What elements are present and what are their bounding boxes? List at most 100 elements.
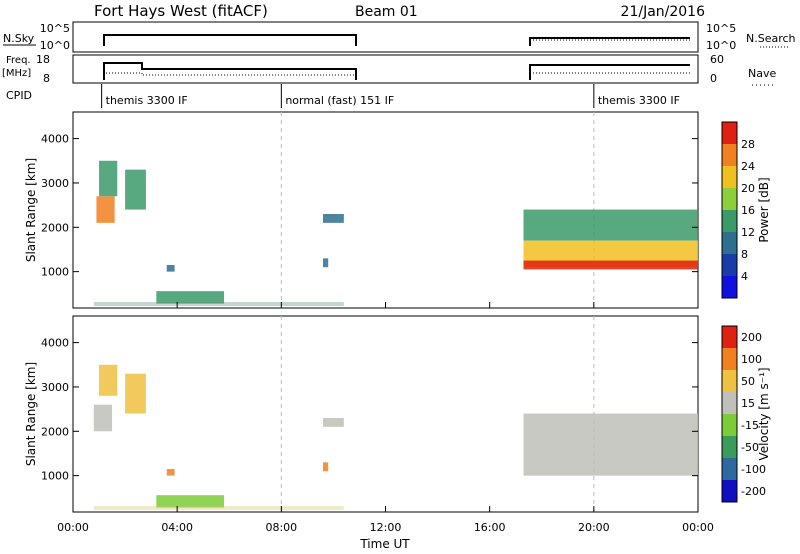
x-tick-label: 04:00 (161, 521, 193, 534)
colorbar-label: Velocity [m s⁻¹] (757, 367, 771, 460)
colorbar-label: Power [dB] (757, 177, 771, 242)
data-region (323, 213, 344, 223)
colorbar-segment (722, 480, 737, 503)
data-region (93, 404, 113, 432)
cpid-mode-label: normal (fast) 151 IF (285, 94, 394, 107)
nave-tick-low: 0 (710, 72, 717, 85)
nave-trace-1 (106, 72, 356, 76)
data-region (523, 413, 698, 476)
x-tick-label: 00:00 (57, 521, 89, 534)
colorbar-frame (721, 121, 738, 299)
freq-tick-high: 18 (36, 53, 50, 66)
colorbar-tick-label: -200 (741, 485, 766, 498)
colorbar-tick-label: 8 (741, 248, 748, 261)
beam-label: Beam 01 (355, 4, 418, 20)
nsky-panel (72, 21, 699, 53)
cpid-label: CPID (6, 89, 32, 102)
data-region (523, 209, 698, 241)
y-tick-label: 4000 (41, 337, 69, 350)
colorbar-tick-label: 12 (741, 226, 755, 239)
y-tick-label: 1000 (41, 470, 69, 483)
x-tick-label: 12:00 (370, 521, 402, 534)
nsky-trace-1 (103, 34, 357, 46)
colorbar-tick-label: -50 (741, 441, 759, 454)
freq-trace-1 (103, 62, 357, 80)
colorbar-tick-label: -100 (741, 463, 766, 476)
data-region (323, 258, 329, 268)
colorbar-segment (722, 326, 737, 349)
y-tick-label: 2000 (41, 221, 69, 234)
colorbar-segment (722, 348, 737, 371)
colorbar-tick-label: 16 (741, 204, 755, 217)
y-tick-label: 3000 (41, 381, 69, 394)
date-label: 21/Jan/2016 (621, 4, 706, 20)
colorbar-segment (722, 166, 737, 189)
data-region (156, 495, 225, 508)
colorbar-segment (722, 254, 737, 277)
colorbar-segment (722, 392, 737, 415)
cpid-modes: themis 3300 IF normal (fast) 151 IF themis… (101, 84, 680, 108)
colorbar-tick-label: 28 (741, 138, 755, 151)
colorbar-segment (722, 210, 737, 233)
nave-label: Nave (748, 67, 776, 80)
y-axis-label: Slant Range [km] (24, 362, 38, 466)
near-range-echoes (93, 506, 344, 510)
colorbar-tick-label: 50 (741, 375, 755, 388)
nsky-tick-low: 10^0 (40, 39, 70, 52)
nsky-trace-2 (529, 37, 690, 46)
colorbar-tick-label: 4 (741, 270, 748, 283)
data-region (166, 264, 175, 272)
data-region (156, 291, 225, 304)
colorbar-tick-label: 15 (741, 397, 755, 410)
freq-trace-2 (529, 64, 690, 80)
data-region (323, 417, 344, 427)
nave-tick-high: 60 (710, 53, 724, 66)
colorbar-tick-label: 24 (741, 160, 755, 173)
nsky-label: N.Sky (3, 32, 35, 45)
freq-label: Freq. (6, 55, 31, 66)
data-region (323, 462, 329, 472)
data-region (125, 169, 146, 210)
colorbar-segment (722, 436, 737, 459)
y-tick-label: 1000 (41, 266, 69, 279)
colorbar-segment (722, 232, 737, 255)
colorbar-segment (722, 458, 737, 481)
y-tick-label: 3000 (41, 177, 69, 190)
colorbar-segment (722, 414, 737, 437)
nsky-tick-high: 10^5 (40, 22, 70, 35)
near-range-echoes (93, 302, 344, 306)
colorbar-tick-label: -15 (741, 419, 759, 432)
colorbar-segment (722, 188, 737, 211)
data-region (99, 364, 118, 396)
nsearch-label: N.Search (746, 32, 796, 45)
colorbar-frame (721, 325, 738, 503)
freq-tick-low: 8 (43, 72, 50, 85)
data-region (99, 160, 118, 197)
nsearch-tick-low: 10^0 (706, 39, 736, 52)
x-tick-label: 16:00 (474, 521, 506, 534)
y-tick-label: 2000 (41, 425, 69, 438)
data-region (523, 260, 698, 270)
data-region (125, 373, 146, 414)
data-region (96, 196, 115, 223)
colorbar-segment (722, 144, 737, 167)
data-region (166, 468, 175, 476)
cpid-mode-label: themis 3300 IF (106, 94, 188, 107)
freq-unit: [MHz] (2, 68, 31, 79)
colorbar-segment (722, 122, 737, 145)
x-tick-label: 00:00 (682, 521, 714, 534)
cpid-mode-label: themis 3300 IF (598, 94, 680, 107)
freq-panel (72, 54, 699, 84)
colorbar-tick-label: 100 (741, 353, 762, 366)
x-tick-label: 20:00 (578, 521, 610, 534)
colorbar-segment (722, 370, 737, 393)
x-axis-label: Time UT (359, 537, 410, 551)
time-axis: 00:00 04:00 08:00 12:00 16:00 20:00 00:00 Time … (57, 521, 714, 551)
colorbar-segment (722, 276, 737, 299)
y-axis-label: Slant Range [km] (24, 158, 38, 262)
colorbar-tick-label: 200 (741, 331, 762, 344)
nsearch-tick-high: 10^5 (706, 22, 736, 35)
